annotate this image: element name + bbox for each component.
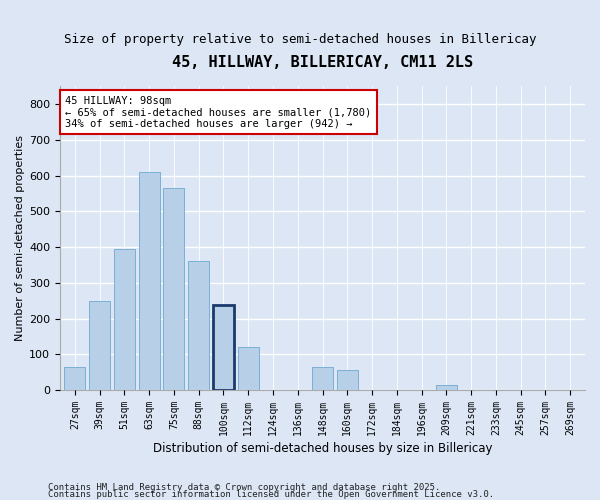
- Text: 45 HILLWAY: 98sqm
← 65% of semi-detached houses are smaller (1,780)
34% of semi-: 45 HILLWAY: 98sqm ← 65% of semi-detached…: [65, 96, 371, 129]
- Text: Contains HM Land Registry data © Crown copyright and database right 2025.: Contains HM Land Registry data © Crown c…: [48, 484, 440, 492]
- Bar: [188, 262, 209, 390]
- Bar: [312, 367, 333, 390]
- Bar: [213, 305, 234, 390]
- Bar: [337, 370, 358, 390]
- Bar: [163, 188, 184, 390]
- Bar: [64, 367, 85, 390]
- Title: 45, HILLWAY, BILLERICAY, CM11 2LS: 45, HILLWAY, BILLERICAY, CM11 2LS: [172, 55, 473, 70]
- Bar: [436, 384, 457, 390]
- X-axis label: Distribution of semi-detached houses by size in Billericay: Distribution of semi-detached houses by …: [153, 442, 492, 455]
- Y-axis label: Number of semi-detached properties: Number of semi-detached properties: [15, 136, 25, 342]
- Text: Size of property relative to semi-detached houses in Billericay: Size of property relative to semi-detach…: [64, 32, 536, 46]
- Bar: [139, 172, 160, 390]
- Bar: [238, 347, 259, 390]
- Bar: [89, 302, 110, 390]
- Text: Contains public sector information licensed under the Open Government Licence v3: Contains public sector information licen…: [48, 490, 494, 499]
- Bar: [114, 249, 135, 390]
